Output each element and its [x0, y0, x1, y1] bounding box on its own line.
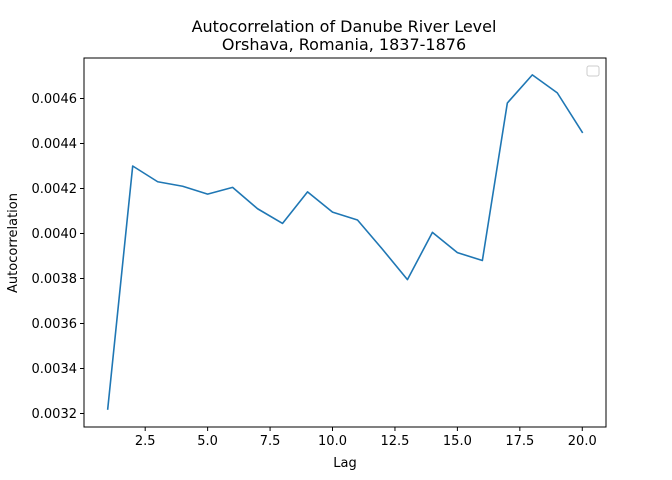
y-axis-label: Autocorrelation: [6, 193, 21, 293]
y-tick-label: 0.0044: [32, 137, 78, 152]
x-axis-ticks: 2.5 5.0 7.5 10.0 12.5 15.0 17.5 20.0: [135, 427, 597, 449]
series-line: [106, 74, 584, 410]
legend-box: [586, 65, 600, 77]
y-tick-label: 0.0042: [32, 182, 78, 197]
axes-frame: [83, 57, 607, 428]
x-tick-label: 12.5: [380, 434, 409, 449]
x-tick-label: 2.5: [135, 434, 156, 449]
x-tick-label: 5.0: [197, 434, 218, 449]
y-tick-label: 0.0046: [32, 92, 78, 107]
series-layer: [106, 74, 584, 410]
y-tick-label: 0.0034: [32, 362, 78, 377]
y-tick-label: 0.0040: [32, 227, 78, 242]
y-axis-ticks: 0.0032 0.0034 0.0036 0.0038 0.0040 0.0042 0.00…: [32, 92, 84, 422]
y-tick-label: 0.0036: [32, 317, 78, 332]
y-tick-label: 0.0032: [32, 407, 78, 422]
x-tick-label: 17.5: [505, 434, 534, 449]
y-tick-label: 0.0038: [32, 272, 78, 287]
x-tick-label: 7.5: [260, 434, 281, 449]
x-tick-label: 10.0: [318, 434, 347, 449]
chart-subtitle: Orshava, Romania, 1837-1876: [222, 35, 466, 54]
x-tick-label: 15.0: [443, 434, 472, 449]
x-axis-label: Lag: [333, 456, 356, 471]
x-tick-label: 20.0: [568, 434, 597, 449]
chart-title: Autocorrelation of Danube River Level: [192, 17, 497, 36]
